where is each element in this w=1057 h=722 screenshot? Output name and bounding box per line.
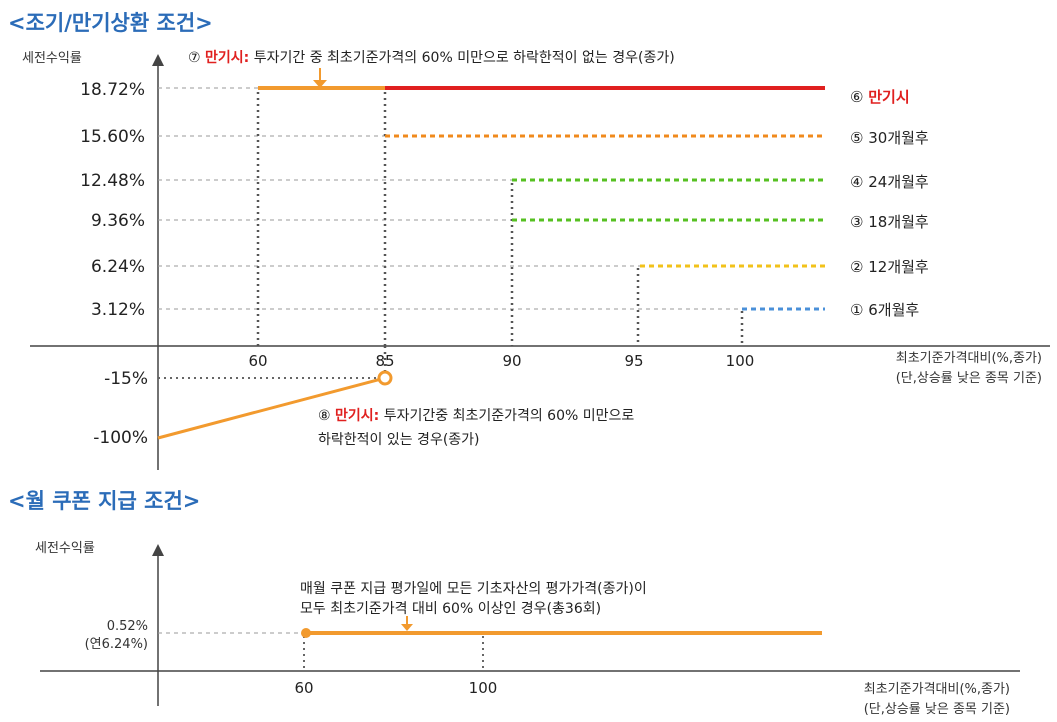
series-maturity-loss <box>157 376 386 440</box>
legend-5: ⑤ 30개월후 <box>850 129 929 147</box>
note8-line2: 하락한적이 있는 경우(종가) <box>318 432 480 448</box>
ytick-15-60: 15.60% <box>80 127 145 147</box>
chart1-xlabel: 최초기준가격대비(%,종가) <box>896 351 1042 366</box>
chart2-coupon-start-marker <box>301 628 311 638</box>
ytick-6-24: 6.24% <box>91 257 145 277</box>
ytick-9-36: 9.36% <box>91 211 145 231</box>
section2-title: <월 쿠폰 지급 조건> <box>8 489 200 513</box>
chart1-v-guides <box>256 92 744 378</box>
chart2-note-arrow-head <box>401 624 413 631</box>
legend: ⑥ 만기시 ⑤ 30개월후 ④ 24개월후 ③ 18개월후 ② 12개월후 ① … <box>850 88 929 319</box>
chart2-xlabel: 최초기준가격대비(%,종가) <box>864 682 1010 697</box>
chart2-xtick-60: 60 <box>294 679 313 697</box>
ytick-18-72: 18.72% <box>80 80 145 100</box>
chart1-h-guides <box>158 87 742 310</box>
note7-arrow-head <box>313 80 327 88</box>
section1-title: <조기/만기상환 조건> <box>8 11 213 35</box>
chart1-y-axis-arrow <box>152 54 164 66</box>
chart2-note-line1: 매월 쿠폰 지급 평가일에 모든 기초자산의 평가가격(종가)이 <box>300 581 647 597</box>
chart2-note-line2: 모두 최초기준가격 대비 60% 이상인 경우(총36회) <box>300 601 601 617</box>
chart1-ylabel: 세전수익률 <box>22 51 82 66</box>
chart1-xlabel-note: (단,상승률 낮은 종목 기준) <box>896 371 1042 386</box>
legend-2: ② 12개월후 <box>850 258 929 276</box>
chart2-xlabel-note: (단,상승률 낮은 종목 기준) <box>864 702 1010 717</box>
chart2-ytick-line1: 0.52% <box>107 619 148 634</box>
legend-4: ④ 24개월후 <box>850 173 929 191</box>
ytick-3-12: 3.12% <box>91 300 145 320</box>
chart2-y-axis-arrow <box>152 544 164 556</box>
chart2-ylabel: 세전수익률 <box>35 541 95 556</box>
xtick-85: 85 <box>375 352 394 370</box>
chart2-xtick-100: 100 <box>469 679 498 697</box>
xtick-95: 95 <box>624 352 643 370</box>
legend-6: ⑥ 만기시 <box>850 88 910 106</box>
xtick-100: 100 <box>726 352 755 370</box>
note8-line1: ⑧ 만기시: 투자기간중 최초기준가격의 60% 미만으로 <box>318 408 634 424</box>
ytick-minus15: -15% <box>104 369 148 389</box>
note7: ⑦ 만기시: 투자기간 중 최초기준가격의 60% 미만으로 하락한적이 없는 … <box>188 50 675 66</box>
legend-3: ③ 18개월후 <box>850 213 929 231</box>
loss-point-marker <box>377 370 393 386</box>
ytick-12-48: 12.48% <box>80 171 145 191</box>
legend-1: ① 6개월후 <box>850 301 919 319</box>
xtick-60: 60 <box>248 352 267 370</box>
ytick-minus100: -100% <box>93 428 148 448</box>
xtick-90: 90 <box>502 352 521 370</box>
chart2-ytick-line2: (연6.24%) <box>85 637 148 652</box>
